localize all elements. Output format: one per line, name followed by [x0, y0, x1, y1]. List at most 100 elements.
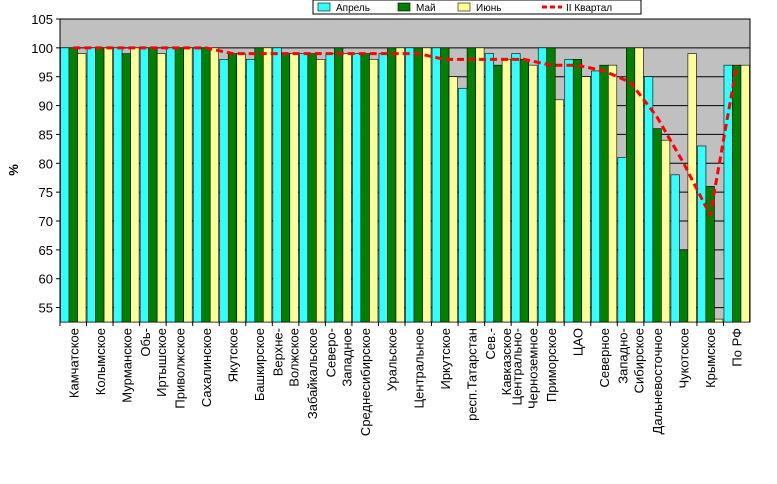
legend: Апрель Май Июнь II Квартал — [312, 0, 642, 15]
x-tick-label: Мурманское — [119, 328, 134, 403]
x-tick-label: Башкирское — [252, 328, 267, 401]
x-tick-label-line: Башкирское — [252, 328, 267, 401]
bar-2 — [732, 64, 742, 323]
bar-2 — [440, 47, 450, 323]
bar-3 — [475, 47, 485, 323]
y-tick-label: 60 — [39, 272, 53, 287]
bar-2 — [281, 53, 291, 323]
plot-area: 55 60 65 70 75 80 85 90 95 100 105 Камчатское Колымс… — [31, 12, 751, 436]
x-tick-label: Северное — [597, 328, 612, 387]
x-tick-label: Сев.-Кавказское — [483, 328, 514, 395]
bar-3 — [316, 59, 326, 323]
bar-2 — [121, 53, 131, 323]
bar-2 — [705, 186, 715, 323]
bar-1 — [378, 53, 388, 323]
bar-3 — [77, 53, 87, 323]
bar-3 — [156, 53, 166, 323]
y-tick-label: 90 — [39, 99, 53, 114]
y-tick-label: 80 — [39, 156, 53, 171]
bar-2 — [174, 47, 184, 323]
bar-3 — [661, 139, 671, 323]
y-tick-label: 85 — [39, 127, 53, 142]
bar-2 — [148, 47, 158, 323]
x-tick-label-line: Волжское — [287, 328, 302, 387]
bar-2 — [227, 53, 238, 323]
x-tick-label-line: Западное — [340, 328, 355, 387]
x-tick-label-line: Иркутское — [438, 328, 453, 390]
x-tick-label-line: Центрально- — [509, 328, 524, 406]
bar-1 — [325, 53, 335, 323]
bar-3 — [528, 64, 538, 323]
bar-3 — [103, 47, 113, 323]
bar-1 — [458, 87, 468, 323]
bar-1 — [192, 47, 203, 323]
bar-1 — [537, 47, 548, 323]
x-tick-label: респ.Татарстан — [464, 328, 479, 421]
x-tick-label: Иркутское — [438, 328, 453, 390]
legend-swatch — [397, 2, 411, 12]
x-tick-label-line: Сев.- — [483, 328, 498, 359]
y-tick-label: 70 — [39, 214, 53, 229]
bar-3 — [289, 53, 299, 323]
x-tick-label: Забайкальское — [305, 328, 320, 419]
bar-1 — [644, 76, 654, 323]
bar-2 — [387, 47, 397, 323]
bar-2 — [68, 47, 78, 323]
x-tick-label: Западно-Сибирское — [616, 328, 647, 393]
bar-2 — [546, 47, 556, 323]
x-tick-label: Сахалинское — [199, 328, 214, 407]
bar-3 — [740, 64, 750, 323]
y-tick-label: 65 — [39, 243, 53, 258]
bar-1 — [299, 53, 309, 323]
bar-2 — [626, 47, 636, 323]
bar-1 — [511, 53, 521, 323]
x-tick-label-line: Сибирское — [632, 328, 647, 393]
bar-1 — [219, 59, 229, 323]
bar-1 — [590, 70, 601, 323]
bar-3 — [342, 53, 352, 323]
x-tick-label-line: Северо- — [324, 328, 339, 377]
bar-1 — [670, 174, 680, 323]
x-tick-label-line: Уральское — [385, 328, 400, 391]
x-tick-label: Чукотское — [677, 328, 692, 389]
bar-3 — [448, 76, 458, 323]
legend-label: II Квартал — [566, 3, 612, 14]
x-tick-label-line: Крымское — [703, 328, 718, 388]
bar-3 — [501, 59, 511, 323]
x-tick-label-line: Якутское — [226, 328, 241, 382]
x-tick-label: Уральское — [385, 328, 400, 391]
bar-2 — [413, 47, 423, 323]
bar-3 — [209, 47, 220, 323]
x-tick-label: ЦАО — [571, 328, 586, 356]
bar-3 — [714, 318, 724, 323]
bar-2 — [254, 47, 264, 323]
bar-2 — [493, 64, 503, 323]
x-tick-label-line: Сахалинское — [199, 328, 214, 407]
bar-1 — [431, 47, 441, 323]
y-tick-label: 100 — [31, 41, 53, 56]
bar-3 — [395, 47, 405, 323]
legend-box — [312, 0, 642, 15]
bar-2 — [334, 47, 344, 323]
x-tick-label-line: Мурманское — [119, 328, 134, 403]
x-tick-label: Камчатское — [66, 328, 81, 398]
x-tick-label-line: Верхне- — [271, 328, 286, 376]
x-tick-label-line: Дальневосточное — [650, 328, 665, 434]
legend-swatch — [317, 2, 331, 12]
x-tick-label: Среднесибирское — [358, 328, 373, 436]
bar-1 — [484, 53, 494, 323]
bar-1 — [405, 47, 415, 323]
bar-3 — [236, 53, 246, 323]
bar-2 — [360, 53, 370, 323]
bar-2 — [652, 128, 662, 323]
x-tick-label-line: Забайкальское — [305, 328, 320, 419]
x-tick-label-line: Кавказское — [499, 328, 514, 395]
x-tick-label: Якутское — [226, 328, 241, 382]
bar-3 — [581, 76, 591, 323]
bar-2 — [201, 47, 211, 323]
x-tick-label-line: Приморское — [544, 328, 559, 402]
y-tick-label: 95 — [39, 70, 53, 85]
bar-2 — [599, 64, 609, 323]
x-tick-label: Центральное — [411, 328, 426, 408]
